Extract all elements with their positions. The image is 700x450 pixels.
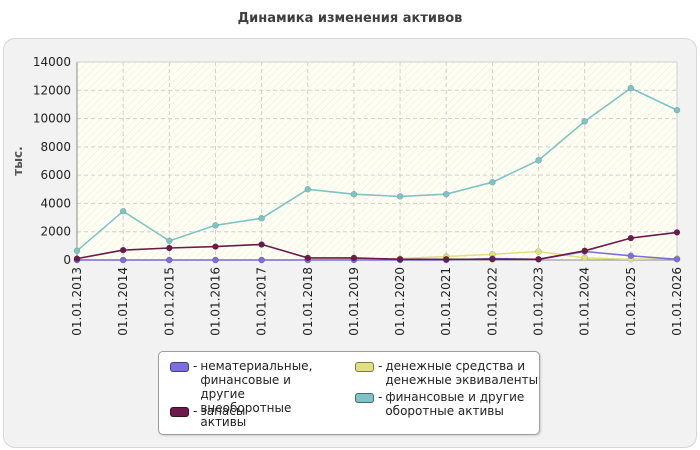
data-point <box>673 229 681 236</box>
legend-dash: - <box>193 359 198 373</box>
x-tick-label: 01.01.2023 <box>532 267 546 336</box>
legend-item-current-assets: - финансовые и другие оборотные активы <box>355 390 545 418</box>
x-tick-label: 01.01.2016 <box>208 267 222 336</box>
x-tick-label: 01.01.2022 <box>485 267 499 336</box>
legend-dash: - <box>193 404 198 418</box>
series-group <box>73 84 681 264</box>
x-tick-label: 01.01.2020 <box>393 267 407 336</box>
data-point <box>581 118 588 125</box>
legend-swatch-current-assets <box>355 393 374 403</box>
data-point <box>119 207 127 215</box>
legend-label-intangible: нематериальные, финансовые и другие внео… <box>200 359 313 429</box>
legend: - нематериальные, финансовые и другие вн… <box>158 351 540 435</box>
legend-item-cash: - денежные средства и денежные эквивален… <box>355 359 545 387</box>
y-axis-label: тыс. <box>11 146 25 175</box>
data-point <box>350 254 358 262</box>
data-point <box>442 256 450 263</box>
x-tick-label: 01.01.2017 <box>255 267 269 336</box>
legend-swatch-intangible <box>170 362 189 372</box>
x-tick-label: 01.01.2025 <box>624 267 638 336</box>
x-tick-label: 01.01.2013 <box>70 267 84 336</box>
legend-label-cash: денежные средства и денежные эквиваленты <box>385 359 539 387</box>
y-tick-label: 8000 <box>40 140 71 154</box>
legend-label-current-assets: финансовые и другие оборотные активы <box>385 390 525 418</box>
data-point <box>581 254 588 262</box>
legend-swatch-inventory <box>170 407 189 417</box>
data-point <box>212 243 219 250</box>
y-tick-label: 6000 <box>40 168 71 182</box>
plot-hatch <box>77 62 677 260</box>
y-tick-label: 12000 <box>33 83 71 97</box>
data-point <box>673 106 681 114</box>
data-point <box>304 254 312 262</box>
data-point <box>166 237 173 245</box>
series-line <box>76 231 678 261</box>
legend-label-inventory: запасы <box>200 404 246 418</box>
legend-item-inventory: - запасы <box>170 404 330 418</box>
data-point <box>489 256 496 263</box>
legend-item-intangible: - нематериальные, финансовые и другие вн… <box>170 359 330 429</box>
data-point <box>73 255 81 262</box>
legend-dash: - <box>378 359 383 373</box>
data-point <box>350 190 358 198</box>
data-point <box>535 248 542 255</box>
data-point <box>258 241 265 248</box>
chart-title: Динамика изменения активов <box>237 11 463 26</box>
data-point <box>627 234 635 242</box>
data-point <box>166 244 173 252</box>
x-tick-label: 01.01.2024 <box>578 267 592 336</box>
series-1 <box>73 229 681 263</box>
series-line <box>76 87 678 252</box>
series-3 <box>73 84 681 255</box>
x-tick-label: 01.01.2026 <box>670 267 684 336</box>
data-point <box>73 247 81 255</box>
tick-labels: 0 2000 4000 6000 8000 10000 12000 14000 01.01.20… <box>33 55 684 336</box>
x-tick-label: 01.01.2018 <box>301 267 315 336</box>
data-point <box>535 256 542 263</box>
y-tick-label: 0 <box>63 253 71 267</box>
data-point <box>627 252 635 260</box>
y-tick-label: 14000 <box>33 55 71 69</box>
data-point <box>212 256 219 264</box>
data-point <box>119 256 127 264</box>
data-point <box>673 256 681 263</box>
data-point <box>119 246 127 254</box>
x-tick-label: 01.01.2019 <box>347 267 361 336</box>
data-point <box>535 157 542 164</box>
legend-dash: - <box>378 390 383 404</box>
data-point <box>258 215 265 222</box>
data-point <box>489 178 496 186</box>
data-point <box>581 247 588 255</box>
data-point <box>627 84 635 92</box>
data-point <box>442 190 450 198</box>
legend-swatch-cash <box>355 362 374 372</box>
x-tick-label: 01.01.2015 <box>162 267 176 336</box>
data-point <box>212 222 219 229</box>
y-tick-label: 2000 <box>40 225 71 239</box>
data-point <box>304 186 312 193</box>
data-point <box>396 256 404 263</box>
data-point <box>396 193 404 200</box>
y-tick-label: 10000 <box>33 112 71 126</box>
x-tick-label: 01.01.2014 <box>116 267 130 336</box>
y-tick-label: 4000 <box>40 196 71 210</box>
x-tick-label: 01.01.2021 <box>439 267 453 336</box>
data-point <box>258 256 265 264</box>
data-point <box>166 256 173 264</box>
